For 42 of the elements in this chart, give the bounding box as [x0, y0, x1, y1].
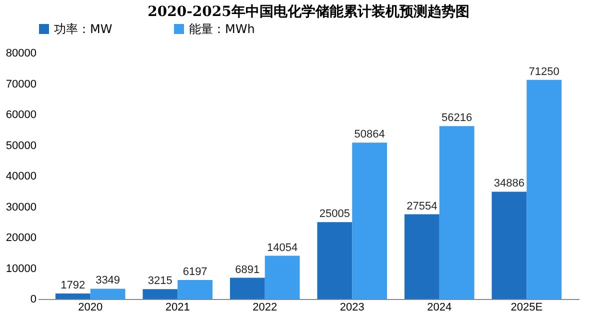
y-tick-label: 30000	[6, 201, 36, 214]
x-tick-label: 2022	[252, 302, 278, 314]
y-tick-label: 40000	[6, 170, 36, 182]
x-tick-label: 2023	[340, 302, 364, 314]
y-tick-label: 0	[30, 294, 36, 306]
data-label: 50864	[354, 128, 385, 141]
chart-title: 2020-2025年中国电化学储能累计装机预测趋势图	[148, 4, 470, 20]
bar	[55, 293, 90, 299]
bar	[404, 214, 440, 299]
y-tick-label: 10000	[6, 262, 36, 275]
y-tick-label: 60000	[6, 109, 36, 121]
y-tick-label: 50000	[6, 140, 36, 152]
bar	[317, 222, 352, 299]
bar	[526, 80, 562, 299]
bar	[142, 289, 178, 299]
data-label: 25005	[319, 208, 350, 220]
y-tick-label: 70000	[6, 78, 36, 90]
data-label: 3349	[96, 274, 120, 287]
bar	[264, 256, 300, 299]
data-label: 6197	[182, 266, 208, 278]
data-label: 3215	[148, 275, 172, 288]
legend-label: 能量：MWh	[189, 22, 255, 36]
data-label: 14054	[267, 242, 298, 254]
x-tick-label: 2025E	[510, 302, 543, 314]
bar	[492, 192, 527, 299]
legend-label: 功率：MW	[54, 22, 112, 36]
bar	[178, 280, 213, 299]
data-label: 56216	[442, 112, 472, 124]
data-label: 6891	[235, 264, 260, 276]
data-label: 1792	[60, 279, 86, 292]
y-tick-label: 80000	[6, 48, 36, 60]
data-label: 27554	[406, 200, 438, 212]
bar	[90, 288, 126, 299]
bar	[352, 142, 388, 299]
bar	[439, 126, 474, 299]
x-tick-label: 2021	[165, 302, 190, 314]
data-label: 34886	[494, 178, 524, 190]
y-tick-label: 20000	[6, 232, 36, 244]
x-tick-label: 2024	[427, 302, 452, 314]
x-tick-label: 2020	[78, 302, 103, 314]
bar	[230, 278, 265, 299]
data-label: 71250	[528, 66, 560, 78]
